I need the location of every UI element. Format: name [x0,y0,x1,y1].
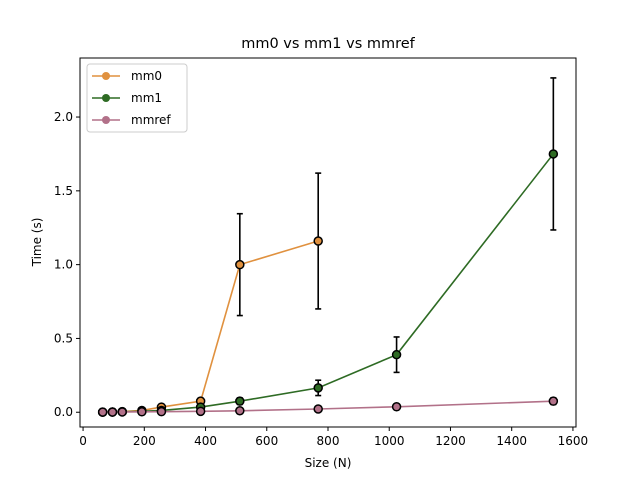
x-axis-label: Size (N) [305,456,352,470]
x-axis-ticks: 0 200 400 600 800 1000 1200 1400 1600 [79,427,588,448]
legend: mm0 mm1 mmref [86,63,188,133]
data-point [107,407,118,417]
series-line [102,400,554,413]
data-point [117,407,128,417]
data-point [313,404,323,414]
data-point [97,407,108,417]
x-tick-label: 200 [133,434,156,448]
data-point [137,407,147,417]
y-tick-label: 0.5 [54,331,73,345]
data-point [391,402,402,412]
x-tick-label: 1000 [374,434,405,448]
legend-label: mm0 [131,69,162,83]
series-mmref [97,396,559,417]
x-tick-label: 800 [317,434,340,448]
data-point [156,406,167,417]
legend-marker [102,72,110,80]
data-point [548,149,559,159]
y-axis-label: Time (s) [30,218,44,268]
x-tick-label: 400 [194,434,217,448]
x-tick-label: 1400 [496,434,527,448]
x-tick-label: 1200 [435,434,466,448]
data-point [235,396,245,406]
data-point [391,349,402,360]
legend-marker [102,94,110,102]
legend-item: mm0 [92,69,162,83]
x-tick-label: 0 [79,434,87,448]
data-point [235,259,245,270]
chart-title: mm0 vs mm1 vs mmref [241,36,415,52]
legend-box [86,63,188,133]
legend-label: mmref [131,113,171,127]
y-axis-ticks: 0.0 0.5 1.0 1.5 2.0 [54,110,80,419]
legend-marker [102,116,110,124]
data-point [548,396,559,406]
legend-label: mm1 [131,91,162,105]
legend-item: mm1 [92,91,162,105]
legend-item: mmref [92,113,171,127]
y-tick-label: 2.0 [54,110,73,124]
y-tick-label: 1.0 [54,258,73,272]
data-point [195,406,206,417]
data-point [313,383,323,393]
y-tick-label: 1.5 [54,184,73,198]
x-tick-label: 1600 [558,434,589,448]
x-tick-label: 600 [255,434,278,448]
data-point [313,236,323,246]
y-tick-label: 0.0 [54,405,73,419]
plot-area [97,77,559,417]
data-point [235,406,245,416]
